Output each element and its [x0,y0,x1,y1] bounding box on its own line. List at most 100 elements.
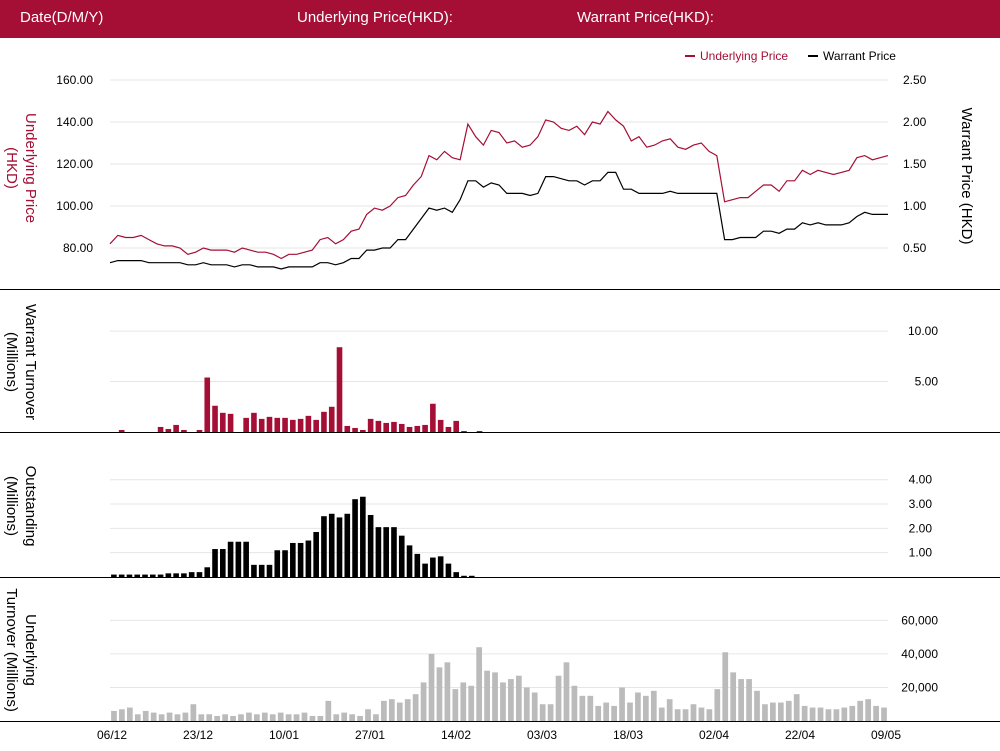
date-label: Date(D/M/Y) [20,9,104,26]
underlying-turnover-bar [285,714,292,721]
y-right-tick-label: 2.00 [903,115,927,129]
y-tick-label: 10.00 [908,324,938,338]
underlying-turnover-bar [754,690,760,721]
underlying-turnover-bar [142,710,149,721]
underlying-turnover-bar [381,700,387,721]
underlying-turnover-bar [746,679,752,721]
outstanding-bar [243,541,249,577]
warrant-turnover-title-line-1: Warrant Turnover [22,304,39,420]
underlying-turnover-bar [785,700,792,721]
y-tick-label: 4.00 [909,473,933,487]
warrant-price-label: Warrant Price(HKD): [577,9,714,26]
outstanding-bar [251,564,257,577]
legend-underlying-price: Underlying Price [700,49,788,63]
outstanding-bar [367,514,374,577]
underlying-turnover-bar [643,695,649,721]
underlying-turnover-bar [650,690,657,721]
x-tick-label: 06/12 [97,728,127,742]
x-tick-label: 22/04 [785,728,815,742]
warrant-turnover-bar [344,425,351,432]
outstanding-bar [468,575,475,577]
y-right-tick-label: 1.50 [903,157,927,171]
warrant-turnover-bar [360,429,366,432]
underlying-turnover-bar [428,653,435,721]
warrant-turnover-bar [328,406,335,432]
underlying-price-line [109,110,889,260]
outstanding-bar [422,563,428,577]
outstanding-bar [406,545,413,577]
warrant-turnover-bar [204,377,211,432]
underlying-turnover-bar [515,675,522,721]
underlying-turnover-bar [174,714,181,721]
warrant-turnover-bar [118,429,125,432]
y-right-tick-label: 2.50 [903,73,927,87]
underlying-turnover-bar [547,704,554,721]
underlying-turnover-bar [452,689,459,721]
outstanding-bar [258,564,265,577]
outstanding-bar [430,557,436,577]
underlying-turnover-title-line-1: Underlying [22,614,39,686]
underlying-turnover-bar [571,685,578,721]
y-left-tick-label: 140.00 [56,115,93,129]
outstanding-bar [445,563,452,577]
outstanding-bar [235,541,242,577]
underlying-turnover-bar [301,712,308,721]
warrant-turnover-bar [173,424,179,432]
outstanding-bar [282,550,288,577]
underlying-turnover-bar [801,705,808,721]
underlying-turnover-bar [833,709,840,721]
outstanding-bar [181,573,187,577]
underlying-turnover-bar [261,712,268,721]
x-tick-label: 14/02 [441,728,471,742]
warrant-turnover-bar [258,418,265,432]
underlying-turnover-bar [420,682,427,721]
outstanding-bar [118,574,125,577]
underlying-turnover-bar [563,662,570,721]
outstanding-bar [453,572,460,577]
underlying-turnover-bar [714,689,721,721]
underlying-turnover-bar [373,714,379,721]
warrant-turnover-bar [398,423,405,432]
outstanding-bar [297,542,304,577]
warrant-turnover-bar [282,417,288,432]
underlying-turnover-bar [357,715,363,721]
underlying-turnover-bar [412,694,419,721]
underlying-turnover-bar [690,704,697,721]
warrant-turnover-title-line-2: (Millions) [3,332,20,392]
warrant-turnover-bar [352,427,358,432]
underlying-turnover-bar [865,699,872,721]
warrant-turnover-bar [406,426,413,432]
warrant-turnover-bar [391,421,397,432]
underlying-turnover-bar [476,647,483,721]
y-left-tick-label: 120.00 [56,157,93,171]
underlying-turnover-bar [738,679,744,721]
underlying-turnover-bar [365,709,371,721]
warrant-price-line [109,171,888,270]
outstanding-bar [336,517,343,577]
underlying-turnover-bar [134,714,141,721]
warrant-turnover-bar [422,424,428,432]
warrant-turnover-bar [313,419,319,432]
x-tick-label: 09/05 [871,728,901,742]
underlying-turnover-bar [706,709,713,721]
underlying-turnover-bar [460,682,467,721]
outstanding-bar [375,527,382,577]
underlying-turnover-bar [317,715,324,721]
underlying-turnover-bar [325,700,332,721]
warrant-turnover-bar [453,420,460,432]
underlying-turnover-bar [555,675,562,721]
underlying-turnover-bar [341,712,348,721]
underlying-turnover-title-line-2: Turnover (Millions) [3,588,20,712]
underlying-turnover-bar [182,712,189,721]
warrant-turnover-bar [445,426,452,432]
underlying-turnover-bar [666,699,673,721]
warrant-turnover-bar [266,416,273,432]
outstanding-bar [149,574,156,577]
underlying-turnover-bar [627,702,633,721]
underlying-turnover-bar [293,714,300,721]
underlying-turnover-bar [611,705,617,721]
x-axis: 06/12 23/12 10/01 27/01 14/02 03/03 18/03 02/04… [97,728,901,742]
y-right-tick-label: 0.50 [903,241,927,255]
y-tick-label: 60,000 [901,613,938,627]
underlying-turnover-bar [698,707,705,721]
